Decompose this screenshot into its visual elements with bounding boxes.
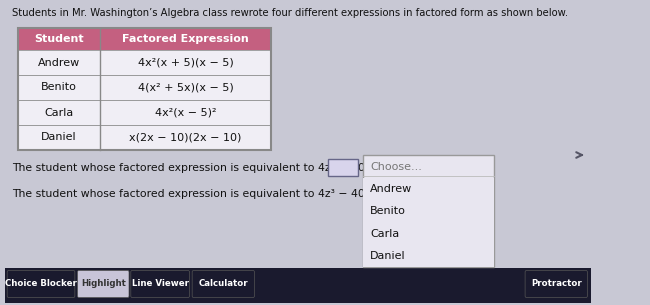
FancyBboxPatch shape <box>99 100 271 125</box>
Text: Andrew: Andrew <box>370 184 413 194</box>
FancyBboxPatch shape <box>18 28 271 50</box>
Text: Choose...: Choose... <box>370 162 422 172</box>
Text: The student whose factored expression is equivalent to 4z⁴ − 100z² is: The student whose factored expression is… <box>12 163 395 173</box>
FancyBboxPatch shape <box>131 271 189 297</box>
Text: Students in Mr. Washington’s Algebra class rewrote four different expressions in: Students in Mr. Washington’s Algebra cla… <box>12 8 568 18</box>
FancyBboxPatch shape <box>5 268 592 303</box>
FancyBboxPatch shape <box>363 245 494 267</box>
Text: Factored Expression: Factored Expression <box>122 34 249 44</box>
Text: 4x²(x − 5)²: 4x²(x − 5)² <box>155 107 216 117</box>
FancyBboxPatch shape <box>18 100 99 125</box>
Text: 4x²(x + 5)(x − 5): 4x²(x + 5)(x − 5) <box>138 58 233 67</box>
FancyBboxPatch shape <box>192 271 254 297</box>
FancyBboxPatch shape <box>363 200 494 223</box>
Text: Daniel: Daniel <box>41 132 77 142</box>
Text: Student: Student <box>34 34 84 44</box>
FancyBboxPatch shape <box>328 159 358 176</box>
FancyBboxPatch shape <box>99 75 271 100</box>
Text: Carla: Carla <box>370 229 400 239</box>
FancyBboxPatch shape <box>525 271 588 297</box>
Text: Benito: Benito <box>370 206 406 216</box>
Text: Daniel: Daniel <box>370 251 406 261</box>
Text: Choice Blocker: Choice Blocker <box>5 279 77 289</box>
FancyBboxPatch shape <box>7 271 75 297</box>
Text: Benito: Benito <box>41 82 77 92</box>
Text: 4(x² + 5x)(x − 5): 4(x² + 5x)(x − 5) <box>138 82 233 92</box>
Text: Calculator: Calculator <box>198 279 248 289</box>
Text: Carla: Carla <box>44 107 73 117</box>
FancyBboxPatch shape <box>18 125 99 150</box>
FancyBboxPatch shape <box>18 75 99 100</box>
FancyBboxPatch shape <box>77 271 129 297</box>
FancyBboxPatch shape <box>363 178 494 200</box>
FancyBboxPatch shape <box>99 50 271 75</box>
FancyBboxPatch shape <box>363 223 494 245</box>
Text: x(2x − 10)(2x − 10): x(2x − 10)(2x − 10) <box>129 132 242 142</box>
Text: Highlight: Highlight <box>81 279 125 289</box>
FancyBboxPatch shape <box>99 125 271 150</box>
Text: Andrew: Andrew <box>38 58 80 67</box>
Text: Protractor: Protractor <box>531 279 582 289</box>
Text: The student whose factored expression is equivalent to 4z³ − 40z² + 100z is: The student whose factored expression is… <box>12 189 430 199</box>
Text: Line Viewer: Line Viewer <box>132 279 188 289</box>
FancyBboxPatch shape <box>18 50 99 75</box>
FancyBboxPatch shape <box>363 155 494 267</box>
